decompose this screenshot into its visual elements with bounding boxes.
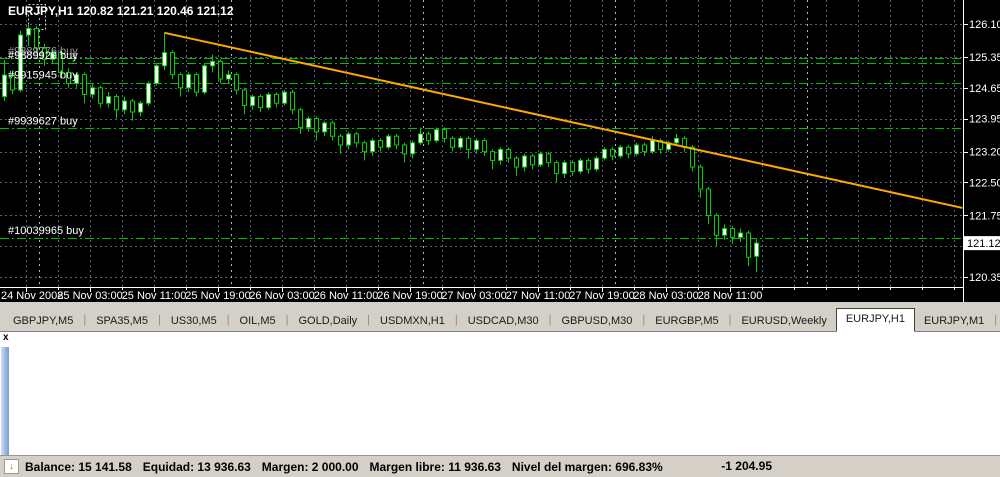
- selection-marker: [28, 4, 46, 30]
- tab-oil-m5[interactable]: OIL,M5: [239, 315, 276, 327]
- svg-text:121.12: 121.12: [967, 238, 1000, 250]
- svg-text:26 Nov 19:00: 26 Nov 19:00: [377, 290, 442, 302]
- tab-separator: |: [285, 314, 289, 326]
- tab-usdcad-m30[interactable]: USDCAD,M30: [467, 315, 539, 327]
- svg-text:122.50: 122.50: [969, 177, 1000, 189]
- tab-separator: |: [83, 314, 87, 326]
- svg-text:25 Nov 19:00: 25 Nov 19:00: [185, 290, 250, 302]
- svg-text:#9889776 buy: #9889776 buy: [8, 45, 78, 57]
- status-equidad: Equidad: 13 936.63: [142, 459, 251, 474]
- svg-text:EURJPY,H1 120.82 121.21 120.4: EURJPY,H1 120.82 121.21 120.46 121.12: [8, 4, 234, 18]
- floating-profit-total: -1 204.95: [721, 459, 772, 473]
- svg-text:121.75: 121.75: [969, 210, 1000, 222]
- svg-text:126.10: 126.10: [969, 19, 1000, 31]
- trade-tab-icon: ↓: [4, 459, 19, 474]
- status-balance: Balance: 15 141.58: [25, 459, 132, 474]
- svg-text:26 Nov 03:00: 26 Nov 03:00: [249, 290, 314, 302]
- svg-text:120.35: 120.35: [969, 272, 1000, 284]
- account-status-bar: ↓ Balance: 15 141.58 Equidad: 13 936.63 Ma…: [0, 455, 1000, 477]
- svg-text:124.65: 124.65: [969, 83, 1000, 95]
- tab-separator: |: [157, 314, 161, 326]
- svg-text:25 Nov 03:00: 25 Nov 03:00: [57, 290, 122, 302]
- svg-text:27 Nov 19:00: 27 Nov 19:00: [569, 290, 634, 302]
- account-status-items: Balance: 15 141.58 Equidad: 13 936.63 Marg…: [25, 458, 674, 476]
- svg-text:#9939627 buy: #9939627 buy: [8, 115, 78, 127]
- buy-order-lines[interactable]: [0, 58, 963, 239]
- tab-separator: |: [548, 314, 552, 326]
- tab-eurgbp-m5[interactable]: EURGBP,M5: [655, 315, 719, 327]
- tab-separator: |: [642, 314, 646, 326]
- axis-ticks: [26, 24, 968, 292]
- tab-scroll-arrows: ◄►: [998, 318, 1000, 331]
- svg-text:27 Nov 11:00: 27 Nov 11:00: [506, 290, 571, 302]
- svg-text:24 Nov 2008: 24 Nov 2008: [1, 290, 63, 302]
- tab-eurusd-weekly[interactable]: EURUSD,Weekly: [741, 315, 827, 327]
- svg-text:125.35: 125.35: [969, 52, 1000, 64]
- svg-text:26 Nov 11:00: 26 Nov 11:00: [314, 290, 379, 302]
- status-margen-libre: Margen libre: 11 936.63: [369, 459, 501, 474]
- svg-text:123.20: 123.20: [969, 147, 1000, 159]
- svg-text:123.95: 123.95: [969, 114, 1000, 126]
- tab-usdmxn-h1[interactable]: USDMXN,H1: [380, 315, 445, 327]
- candles: [2, 24, 759, 273]
- chart-window[interactable]: 126.10 125.35 124.65 123.95 123.20 122.50 121.…: [0, 0, 1000, 302]
- svg-text:#9889929 buy: #9889929 buy: [8, 50, 78, 62]
- tab-separator: |: [728, 314, 732, 326]
- svg-text:#9915945 buy: #9915945 buy: [8, 70, 78, 82]
- tab-separator: |: [367, 314, 371, 326]
- tab-separator: |: [454, 314, 458, 326]
- tab-us30-m5[interactable]: US30,M5: [170, 315, 217, 327]
- svg-text:#10039965 buy: #10039965 buy: [8, 225, 84, 237]
- tab-gold-daily[interactable]: GOLD,Daily: [298, 315, 358, 327]
- price-chart-canvas[interactable]: 126.10 125.35 124.65 123.95 123.20 122.50 121.…: [0, 0, 1000, 302]
- svg-text:28 Nov 11:00: 28 Nov 11:00: [698, 290, 763, 302]
- chart-tab-bar: GBPJPY,M5 | SPA35,M5 | US30,M5 | OIL,M5 | GOLD,D…: [0, 302, 1000, 332]
- tab-eurjpy-m1[interactable]: EURJPY,M1: [923, 315, 985, 327]
- trendline[interactable]: [164, 31, 963, 209]
- tab-gbpjpy-m5[interactable]: GBPJPY,M5: [13, 315, 74, 327]
- terminal-panel: Orden△TiempoTipoVol...SimboloPrecioS / L…: [0, 332, 1000, 456]
- price-axis-labels: 126.10 125.35 124.65 123.95 123.20 122.50 121.…: [969, 19, 1000, 284]
- current-price-box: 121.12: [963, 236, 1000, 251]
- svg-text:25 Nov 11:00: 25 Nov 11:00: [122, 290, 187, 302]
- tab-scroll-left-icon[interactable]: ◄: [998, 318, 1000, 328]
- status-nivel-del-margen: Nivel del margen: 696.83%: [511, 459, 663, 474]
- buy-order-labels: #9889776 buy#9889929 buy #9915945 buy #993…: [8, 45, 84, 237]
- chart-grid: [0, 0, 963, 287]
- tab-spa35-m5[interactable]: SPA35,M5: [96, 315, 148, 327]
- tab-gbpusd-m30[interactable]: GBPUSD,M30: [561, 315, 633, 327]
- svg-text:28 Nov 03:00: 28 Nov 03:00: [633, 290, 698, 302]
- terminal-close-icon[interactable]: x: [3, 332, 9, 343]
- tab-separator: |: [226, 314, 230, 326]
- terminal-drag-strip[interactable]: [1, 347, 9, 455]
- status-margen: Margen: 2 000.00: [261, 459, 359, 474]
- svg-text:27 Nov 03:00: 27 Nov 03:00: [441, 290, 506, 302]
- tab-separator: |: [994, 314, 998, 326]
- tab-eurjpy-h1[interactable]: EURJPY,H1: [835, 308, 915, 332]
- chart-title: EURJPY,H1 120.82 121.21 120.46 121.12: [8, 4, 234, 18]
